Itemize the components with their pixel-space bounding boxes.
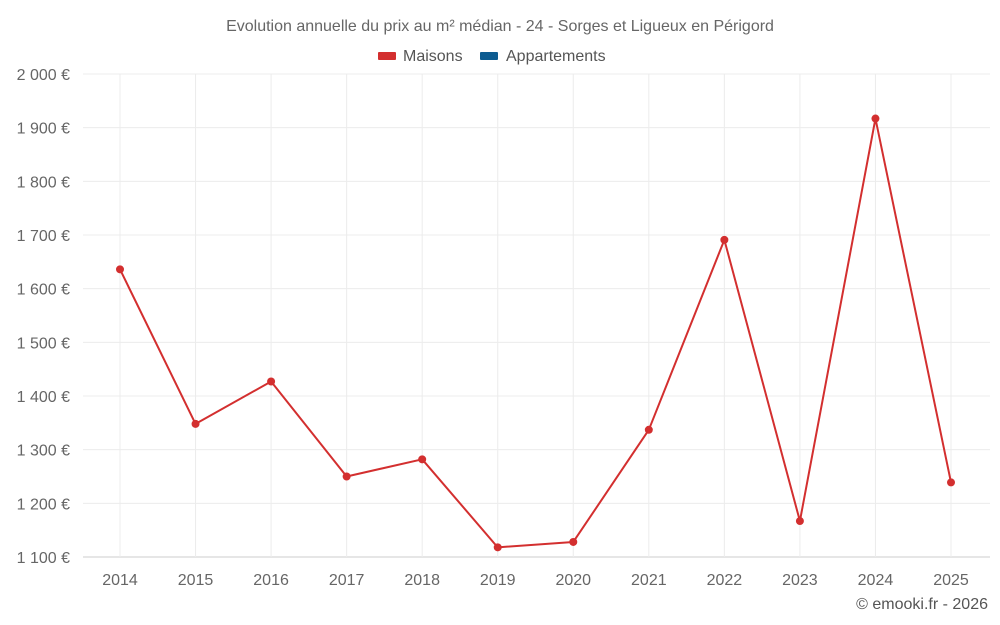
series-line-maisons [119,117,952,549]
legend-swatch-maisons [378,52,396,60]
x-tick-label: 2018 [404,572,440,589]
x-tick-label: 2017 [329,572,365,589]
y-tick-label: 1 600 € [17,282,70,299]
y-tick-label: 1 100 € [17,550,70,567]
data-point-maisons-2022[interactable] [720,235,729,244]
y-tick-label: 1 300 € [17,443,70,460]
legend-label-maisons: Maisons [403,48,463,65]
x-tick-label: 2019 [480,572,516,589]
legend-item-appartements[interactable]: Appartements [480,48,606,65]
data-point-maisons-2017[interactable] [342,472,351,481]
y-tick-label: 1 500 € [17,335,70,352]
x-tick-label: 2020 [555,572,591,589]
x-tick-label: 2025 [933,572,969,589]
y-tick-label: 1 400 € [17,389,70,406]
data-point-maisons-2019[interactable] [493,543,502,552]
x-tick-label: 2014 [102,572,138,589]
x-tick-label: 2016 [253,572,289,589]
data-point-maisons-2016[interactable] [267,377,276,386]
x-axis-tick-labels: 2014 2015 2016 2017 2018 2019 2020 2021 2022 2023… [102,572,969,589]
data-point-maisons-2015[interactable] [191,419,200,428]
data-point-maisons-2014[interactable] [116,265,124,274]
y-tick-label: 1 800 € [17,174,70,191]
y-tick-label: 1 700 € [17,228,70,245]
data-point-maisons-2024[interactable] [871,114,880,123]
legend-item-maisons[interactable]: Maisons [378,48,463,65]
legend: Maisons Appartements [378,48,606,65]
y-tick-label: 2 000 € [17,67,70,84]
x-tick-label: 2023 [782,572,818,589]
data-point-maisons-2023[interactable] [795,517,804,526]
chart-title: Evolution annuelle du prix au m² médian … [226,18,774,35]
credit-text: © emooki.fr - 2026 [856,596,988,613]
y-axis-tick-labels: 1 100 € 1 200 € 1 300 € 1 400 € 1 500 € 1 600… [17,67,70,567]
grid-lines [83,73,990,558]
data-point-maisons-2025[interactable] [947,478,955,487]
data-point-maisons-2018[interactable] [418,455,427,464]
x-tick-label: 2024 [858,572,894,589]
x-tick-label: 2021 [631,572,667,589]
y-tick-label: 1 200 € [17,496,70,513]
data-point-maisons-2021[interactable] [644,425,653,434]
series-maisons [116,114,955,552]
x-tick-label: 2015 [178,572,214,589]
y-tick-label: 1 900 € [17,121,70,138]
x-tick-label: 2022 [707,572,743,589]
legend-label-appartements: Appartements [506,48,606,65]
legend-swatch-appartements [480,52,498,60]
data-point-maisons-2020[interactable] [569,537,578,546]
